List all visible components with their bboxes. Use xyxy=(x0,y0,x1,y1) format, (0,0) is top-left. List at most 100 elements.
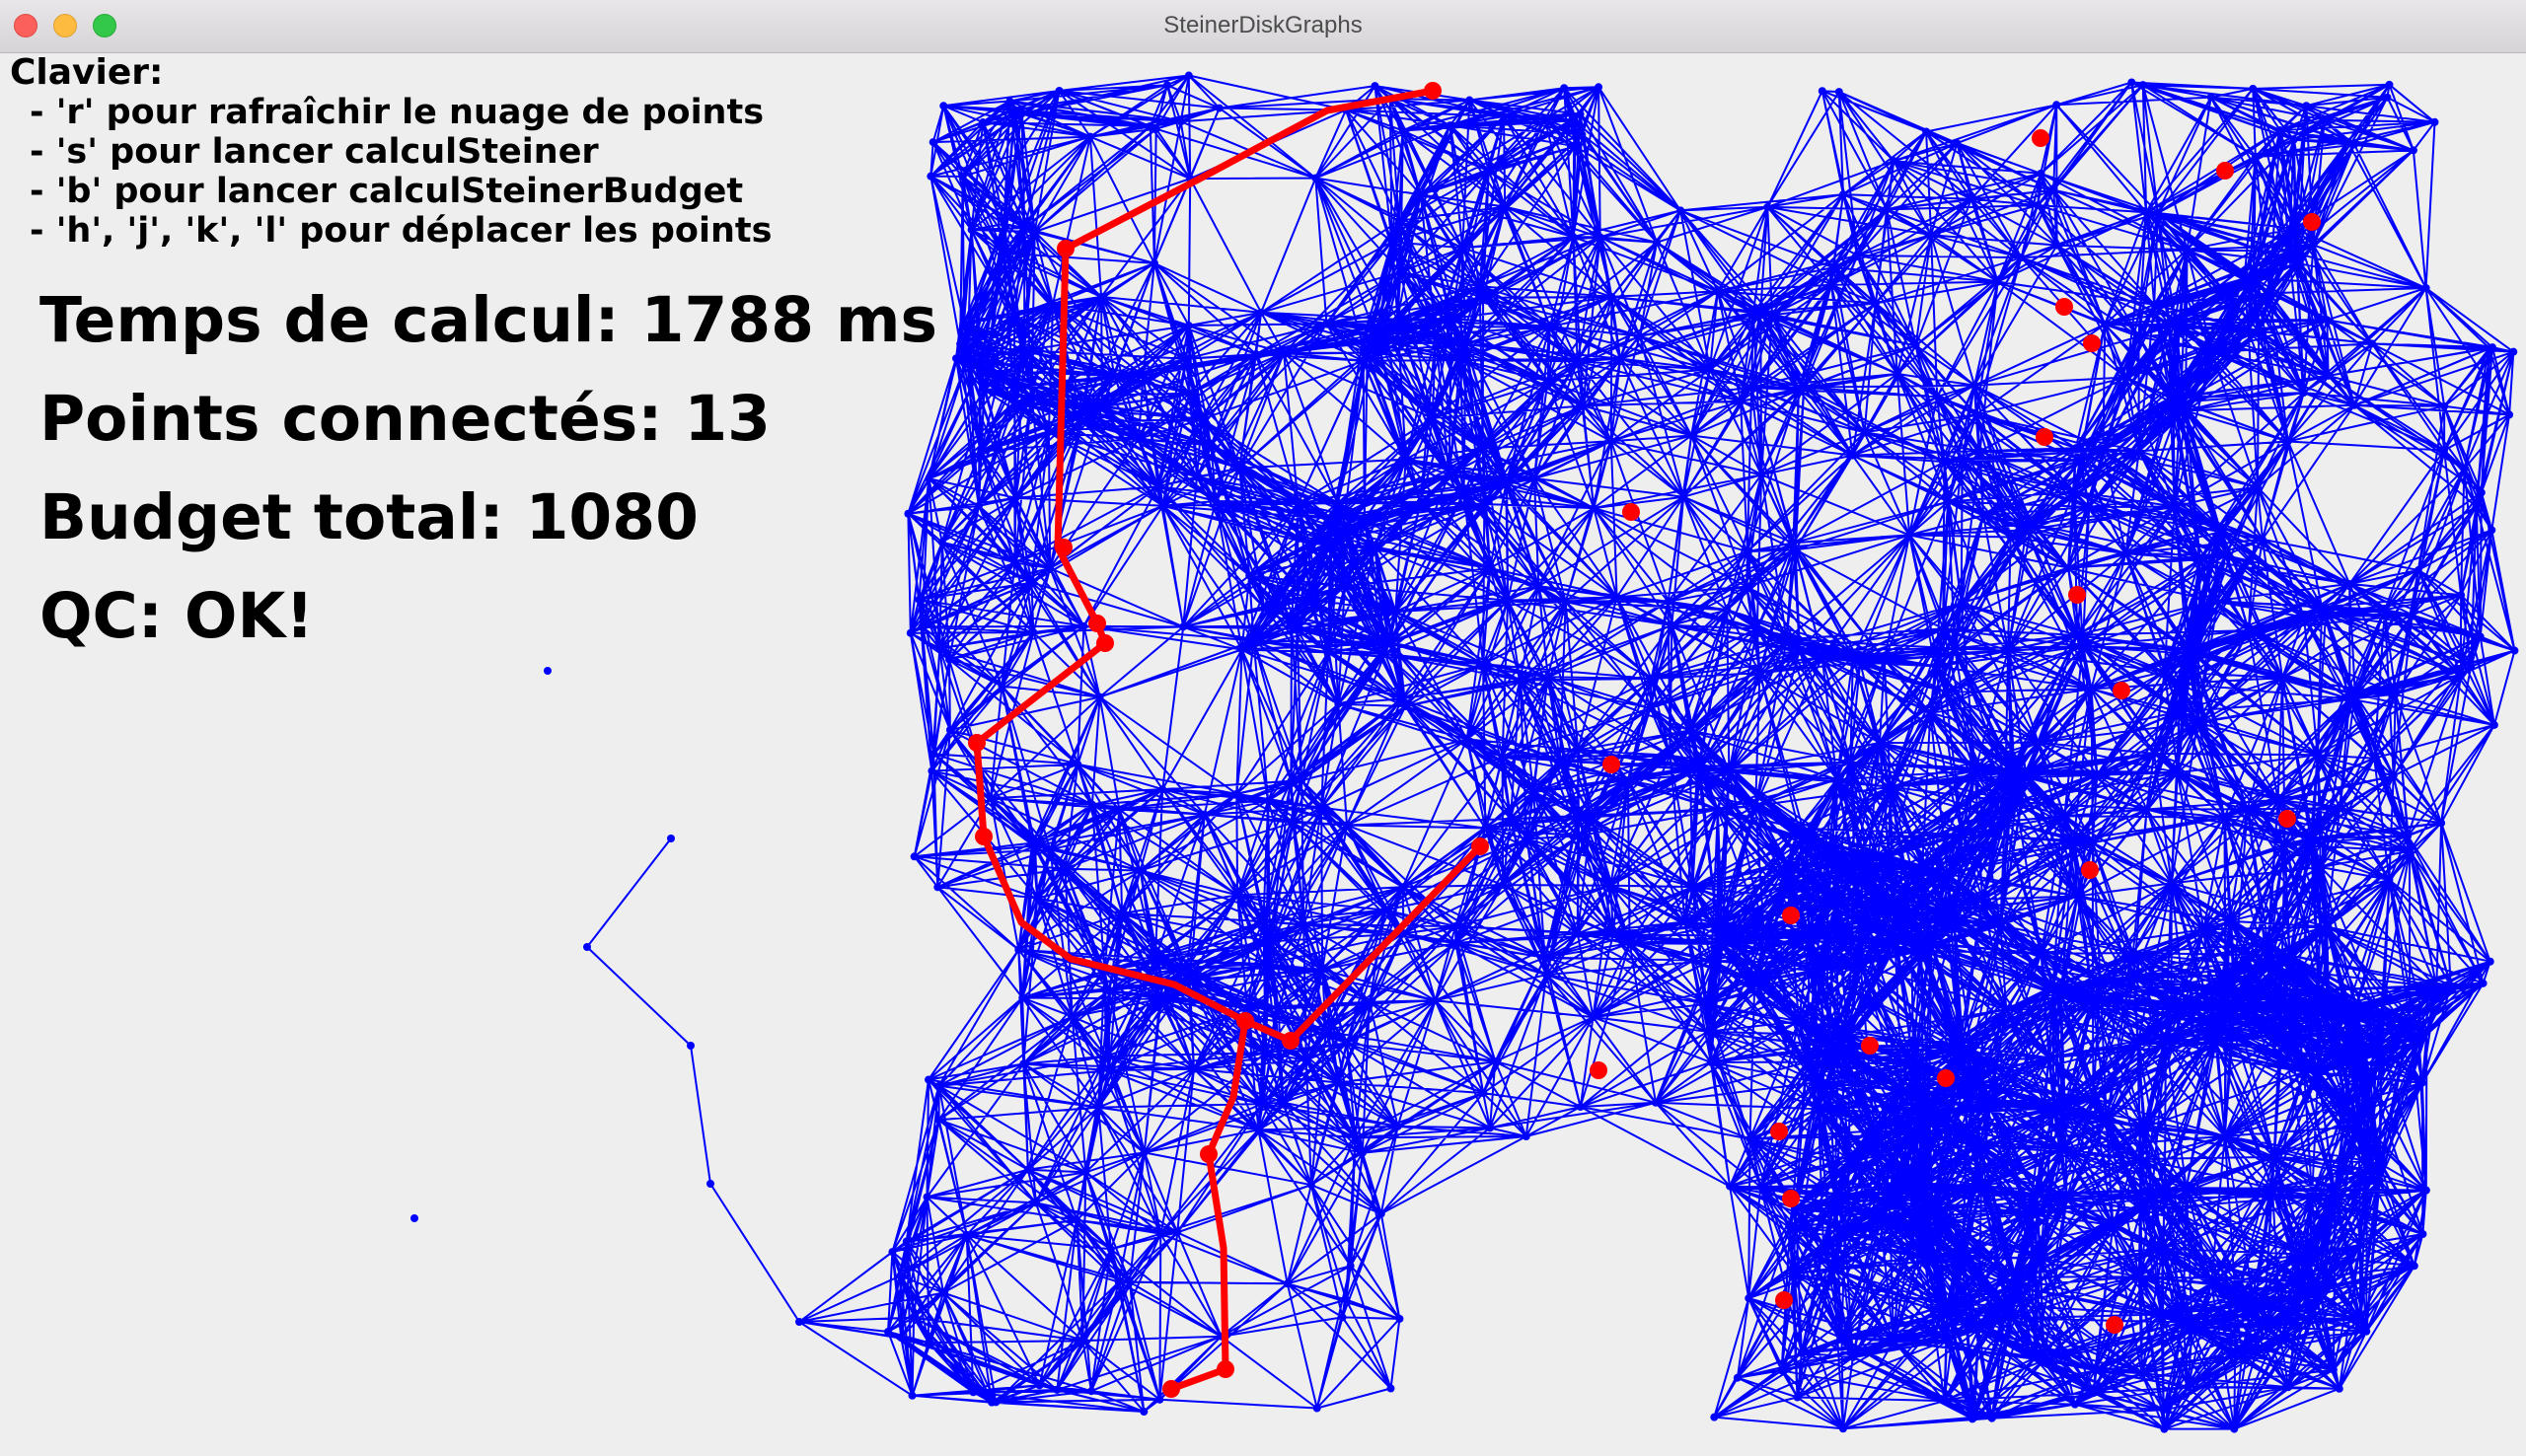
title-bar[interactable]: SteinerDiskGraphs xyxy=(0,0,2526,53)
graph-vertex xyxy=(1555,757,1564,765)
graph-vertex xyxy=(2230,1424,2239,1433)
graph-vertex xyxy=(2320,115,2329,124)
graph-vertex xyxy=(1707,956,1716,965)
graph-vertex xyxy=(1902,1178,1911,1187)
graph-vertex xyxy=(2211,1022,2220,1031)
graph-vertex xyxy=(2276,1337,2285,1346)
graph-vertex xyxy=(939,102,948,110)
graph-vertex xyxy=(2102,1116,2111,1125)
graph-vertex xyxy=(1843,1032,1852,1041)
graph-vertex xyxy=(2432,983,2441,991)
graph-vertex xyxy=(1791,546,1800,554)
graph-vertex xyxy=(795,1318,803,1326)
graph-vertex xyxy=(1540,114,1549,123)
graph-vertex xyxy=(1909,1059,1918,1068)
graph-vertex xyxy=(1257,308,1266,317)
graph-vertex xyxy=(1393,315,1402,324)
graph-vertex xyxy=(1927,940,1936,949)
graph-vertex xyxy=(935,644,944,653)
graph-vertex xyxy=(934,1081,943,1090)
graph-vertex xyxy=(2300,613,2309,621)
graph-vertex xyxy=(1020,224,1029,233)
graph-vertex xyxy=(2329,1365,2338,1374)
graph-vertex xyxy=(2173,768,2182,777)
graph-vertex xyxy=(1943,1300,1952,1309)
graph-vertex xyxy=(1000,219,1008,228)
target-point xyxy=(2216,162,2234,180)
graph-vertex xyxy=(2296,1275,2305,1284)
target-point xyxy=(2303,213,2321,231)
graph-vertex xyxy=(1027,578,1036,587)
graph-vertex xyxy=(1831,899,1840,908)
graph-vertex xyxy=(1475,282,1484,291)
graph-vertex xyxy=(1733,1373,1742,1382)
graph-vertex xyxy=(1009,312,1018,321)
graph-vertex xyxy=(2133,1040,2142,1049)
graph-vertex xyxy=(2488,526,2496,535)
minimize-window-button[interactable] xyxy=(53,14,77,37)
graph-vertex xyxy=(1055,87,1064,96)
graph-vertex xyxy=(1702,999,1711,1008)
graph-vertex xyxy=(2356,1241,2365,1250)
graph-vertex xyxy=(1713,921,1722,930)
graph-vertex xyxy=(2264,939,2272,948)
zoom-window-button[interactable] xyxy=(93,14,116,37)
graph-vertex xyxy=(1274,1004,1283,1013)
graph-vertex xyxy=(2422,1028,2431,1037)
graph-vertex xyxy=(1401,701,1410,710)
graph-vertex xyxy=(1529,788,1538,797)
graph-vertex xyxy=(2193,718,2202,727)
graph-vertex xyxy=(2240,275,2249,284)
graph-vertex xyxy=(2489,343,2497,352)
graph-vertex xyxy=(1232,789,1241,798)
graph-vertex xyxy=(2350,690,2359,698)
graph-vertex xyxy=(1941,688,1950,696)
graph-vertex xyxy=(1078,404,1087,413)
graph-vertex xyxy=(1162,81,1171,90)
graph-vertex xyxy=(2509,347,2518,356)
target-point xyxy=(2106,1316,2123,1334)
graph-vertex xyxy=(1078,1337,1087,1346)
graph-vertex xyxy=(1061,864,1070,873)
graph-vertex xyxy=(1155,1395,1164,1404)
graph-vertex xyxy=(1158,501,1167,510)
graph-vertex xyxy=(1540,953,1549,962)
graph-vertex xyxy=(1906,1130,1915,1139)
graph-vertex xyxy=(1545,323,1554,331)
graph-vertex xyxy=(1840,1227,1849,1236)
connected-points-label: Points connectés: 13 xyxy=(39,383,771,455)
graph-vertex xyxy=(1846,758,1855,766)
graph-vertex xyxy=(908,1391,917,1400)
close-window-button[interactable] xyxy=(14,14,37,37)
graph-vertex xyxy=(2134,447,2143,456)
graph-vertex xyxy=(2472,502,2481,511)
graph-vertex xyxy=(1870,1127,1879,1135)
graph-vertex xyxy=(1806,931,1815,940)
graph-vertex xyxy=(1905,531,1914,540)
graph-vertex xyxy=(1864,858,1873,867)
graph-vertex xyxy=(980,386,989,395)
graph-vertex xyxy=(2064,563,2073,572)
graph-vertex xyxy=(2306,834,2315,842)
graph-vertex xyxy=(1298,776,1306,785)
graph-vertex xyxy=(1185,389,1194,398)
graph-vertex xyxy=(1635,331,1644,340)
graph-vertex xyxy=(2313,751,2322,760)
graph-vertex xyxy=(1010,398,1019,406)
graph-vertex xyxy=(2405,846,2414,855)
graph-vertex xyxy=(1974,1325,1983,1334)
graph-vertex xyxy=(1259,917,1268,926)
graph-vertex xyxy=(2406,1016,2415,1025)
graph-vertex xyxy=(2331,1196,2340,1204)
graph-vertex xyxy=(1346,1262,1355,1271)
graph-vertex xyxy=(2058,1144,2067,1153)
graph-vertex xyxy=(2391,690,2400,698)
graph-vertex xyxy=(1534,582,1543,591)
graph-vertex xyxy=(2352,1001,2361,1010)
graph-vertex xyxy=(1398,883,1407,892)
graph-vertex xyxy=(1987,1414,1996,1422)
graph-vertex xyxy=(1264,796,1273,805)
graph-vertex xyxy=(1794,1017,1803,1026)
graph-vertex xyxy=(1922,1222,1931,1231)
graph-vertex xyxy=(1301,1056,1310,1064)
